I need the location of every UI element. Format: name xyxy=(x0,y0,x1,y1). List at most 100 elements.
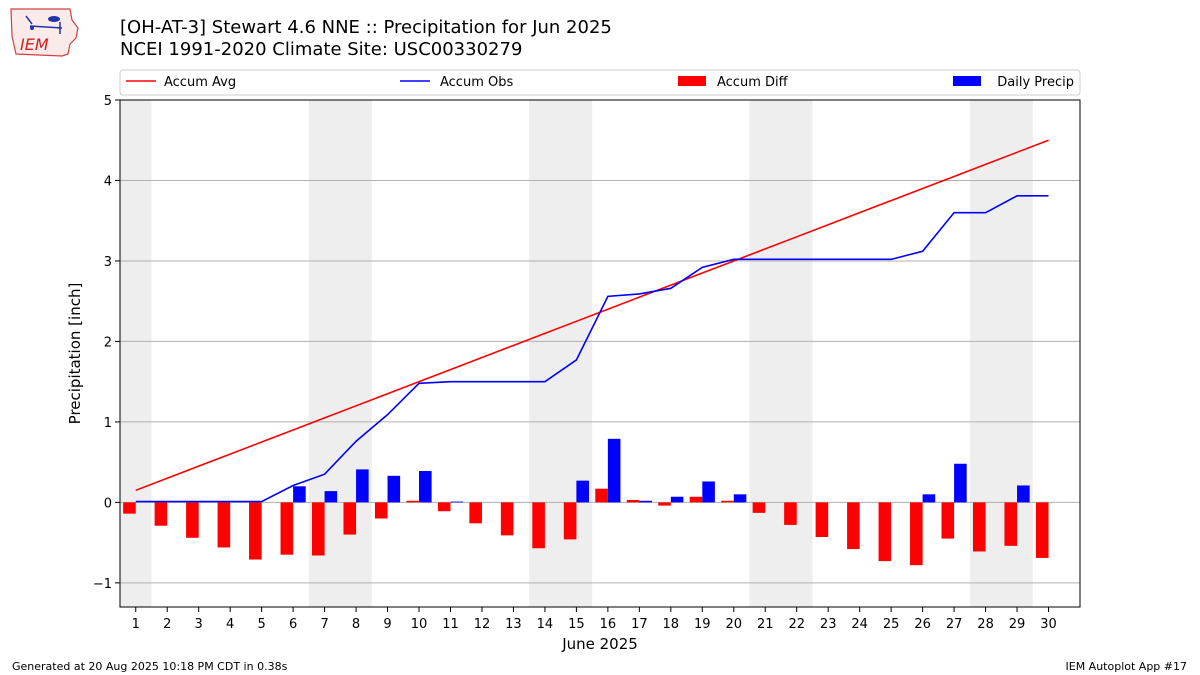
x-tick-label: 15 xyxy=(568,617,585,632)
accum-obs-line xyxy=(135,194,1049,503)
accum-diff-bar xyxy=(500,502,514,536)
y-tick-label: 4 xyxy=(104,174,112,189)
accum-diff-bar xyxy=(941,502,955,539)
accum-diff-bar xyxy=(815,502,829,537)
accum-diff-bar xyxy=(910,502,923,566)
y-tick-label: 5 xyxy=(104,94,112,109)
accum-diff-bar xyxy=(689,496,703,503)
x-tick-label: 2 xyxy=(163,617,171,632)
accum-diff-legend-label: Accum Diff xyxy=(717,75,789,90)
accum-diff-bar xyxy=(626,499,640,503)
daily-precip-legend-swatch xyxy=(953,76,981,86)
x-tick-label: 27 xyxy=(946,617,963,632)
daily-precip-bar xyxy=(356,469,369,503)
x-tick-label: 8 xyxy=(352,617,360,632)
accum-diff-bar xyxy=(658,502,671,506)
x-tick-label: 14 xyxy=(537,617,554,632)
y-tick-label: 3 xyxy=(104,255,112,270)
x-tick-label: 6 xyxy=(289,617,297,632)
iem-logo: IEM xyxy=(8,6,80,60)
x-tick-label: 16 xyxy=(600,617,617,632)
title-line-2: NCEI 1991-2020 Climate Site: USC00330279 xyxy=(120,39,523,60)
x-tick-label: 20 xyxy=(725,617,742,632)
generated-note: Generated at 20 Aug 2025 10:18 PM CDT in… xyxy=(12,660,288,673)
accum-diff-bar xyxy=(1004,502,1018,546)
x-tick-label: 23 xyxy=(820,617,837,632)
x-tick-label: 7 xyxy=(320,617,328,632)
y-tick-label: −1 xyxy=(93,577,112,592)
daily-precip-bar xyxy=(670,496,684,503)
legend: Accum Avg Accum Obs Accum Diff Daily Precip xyxy=(119,69,1081,96)
accum-diff-bar xyxy=(374,502,388,519)
chart-title: [OH-AT-3] Stewart 4.6 NNE :: Precipitati… xyxy=(120,17,612,61)
weekend-shading xyxy=(120,100,1033,607)
title-line-1: [OH-AT-3] Stewart 4.6 NNE :: Precipitati… xyxy=(120,17,612,38)
x-tick-label: 3 xyxy=(195,617,203,632)
accum-diff-bar xyxy=(123,502,136,514)
accum-diff-bar xyxy=(784,502,797,525)
y-tick-label: 2 xyxy=(104,335,112,350)
accum-diff-bar xyxy=(406,500,420,503)
accum-obs-legend-label: Accum Obs xyxy=(440,75,513,90)
accum-diff-bar xyxy=(752,502,766,513)
accum-avg-legend-label: Accum Avg xyxy=(164,75,236,90)
accum-diff-bar xyxy=(532,502,545,549)
app-note: IEM Autoplot App #17 xyxy=(1065,660,1188,673)
accum-diff-bar xyxy=(972,502,986,552)
daily-precip-legend-label: Daily Precip xyxy=(997,75,1074,90)
daily-precip-bar xyxy=(607,438,621,503)
x-tick-label: 22 xyxy=(788,617,805,632)
daily-precip-bar xyxy=(576,480,589,503)
x-tick-label: 11 xyxy=(442,617,459,632)
x-tick-label: 25 xyxy=(883,617,900,632)
accum-diff-bar xyxy=(563,502,577,540)
daily-precip-bar xyxy=(293,486,306,503)
daily-precip-bar xyxy=(324,491,338,503)
accum-diff-bar xyxy=(469,502,482,524)
x-axis-label: June 2025 xyxy=(561,635,638,653)
y-tick-label: 0 xyxy=(104,496,112,511)
x-tick-label: 19 xyxy=(694,617,711,632)
x-tick-label: 5 xyxy=(257,617,265,632)
accum-diff-bar xyxy=(878,502,892,562)
x-tick-label: 18 xyxy=(663,617,680,632)
plot-frame xyxy=(119,99,1081,608)
daily-precip-bar xyxy=(387,475,401,503)
accum-avg-line xyxy=(135,139,1049,492)
accum-diff-bar xyxy=(186,502,199,538)
accum-diff-bar xyxy=(280,502,294,555)
y-tick-label: 1 xyxy=(104,416,112,431)
accum-diff-bar xyxy=(154,502,168,526)
weekend-band xyxy=(749,100,813,607)
x-tick-label: 10 xyxy=(411,617,428,632)
accum-diff-bar xyxy=(249,502,262,560)
logo-text: IEM xyxy=(20,35,49,54)
x-tick-label: 24 xyxy=(851,617,868,632)
accum-diff-bar xyxy=(217,502,231,548)
daily-precip-bar xyxy=(733,494,747,503)
x-tick-label: 30 xyxy=(1040,617,1057,632)
daily-precip-bar xyxy=(954,463,967,503)
legend-box xyxy=(119,69,1081,96)
gridlines xyxy=(120,179,1080,584)
daily-precip-bar xyxy=(639,500,652,503)
accum-diff-bar xyxy=(343,502,357,535)
accum-diff-bar xyxy=(721,500,734,503)
accum-diff-bar xyxy=(1035,502,1049,558)
x-tick-label: 9 xyxy=(383,617,391,632)
x-tick-label: 12 xyxy=(474,617,491,632)
x-axis-ticks: 1 2 3 4 5 6 7 8 9 10 11 12 13 14 15 16 17 18 19 20 21 22 23 24 2… xyxy=(132,607,1057,632)
x-tick-label: 26 xyxy=(914,617,931,632)
x-tick-label: 13 xyxy=(505,617,522,632)
x-tick-label: 17 xyxy=(631,617,648,632)
x-tick-label: 29 xyxy=(1009,617,1026,632)
x-tick-label: 21 xyxy=(757,617,774,632)
x-tick-label: 28 xyxy=(977,617,994,632)
x-tick-label: 4 xyxy=(226,617,234,632)
bars xyxy=(123,438,1049,566)
accum-diff-legend-swatch xyxy=(678,76,706,86)
daily-precip-bar xyxy=(922,494,936,503)
daily-precip-bar xyxy=(450,501,464,503)
daily-precip-bar xyxy=(702,481,715,503)
accum-diff-bar xyxy=(847,502,860,550)
